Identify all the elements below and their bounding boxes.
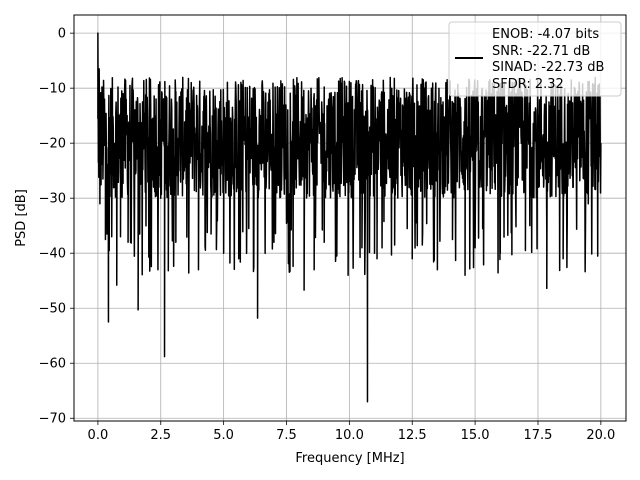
x-tick-label: 0.0 bbox=[88, 428, 109, 443]
legend-entry-enob: ENOB: -4.07 bits bbox=[492, 27, 599, 42]
x-tick-label: 10.0 bbox=[335, 428, 364, 443]
x-axis-label: Frequency [MHz] bbox=[295, 451, 404, 466]
y-tick-label: 0 bbox=[58, 27, 66, 42]
series-area bbox=[97, 32, 602, 403]
y-tick-label: −10 bbox=[39, 82, 66, 97]
y-tick-label: −20 bbox=[39, 137, 66, 152]
y-tick-label: −60 bbox=[39, 357, 66, 372]
legend: ENOB: -4.07 bits SNR: -22.71 dB SINAD: -… bbox=[448, 21, 622, 97]
legend-box bbox=[448, 21, 622, 97]
y-tick-label: −70 bbox=[39, 412, 66, 427]
x-tick-label: 15.0 bbox=[461, 428, 490, 443]
x-tick-label: 17.5 bbox=[524, 428, 553, 443]
x-tick-label: 5.0 bbox=[213, 428, 234, 443]
y-tick-label: −40 bbox=[39, 247, 66, 262]
legend-entry-sinad: SINAD: -22.73 dB bbox=[492, 60, 604, 75]
plot-frame bbox=[73, 14, 627, 422]
y-axis-label: PSD [dB] bbox=[14, 189, 29, 247]
y-tick-label: −50 bbox=[39, 302, 66, 317]
x-tick-label: 7.5 bbox=[276, 428, 297, 443]
ticks: 0.0 2.5 5.0 7.5 10.0 12.5 15.0 17.5 20.0 0 −10 −20 −… bbox=[39, 27, 616, 443]
x-tick-label: 12.5 bbox=[398, 428, 427, 443]
legend-entry-snr: SNR: -22.71 dB bbox=[492, 44, 590, 59]
psd-series-line bbox=[97, 32, 602, 403]
legend-entry-sfdr: SFDR: 2.32 bbox=[492, 77, 564, 92]
x-tick-label: 20.0 bbox=[586, 428, 615, 443]
y-tick-label: −30 bbox=[39, 192, 66, 207]
x-tick-label: 2.5 bbox=[150, 428, 171, 443]
